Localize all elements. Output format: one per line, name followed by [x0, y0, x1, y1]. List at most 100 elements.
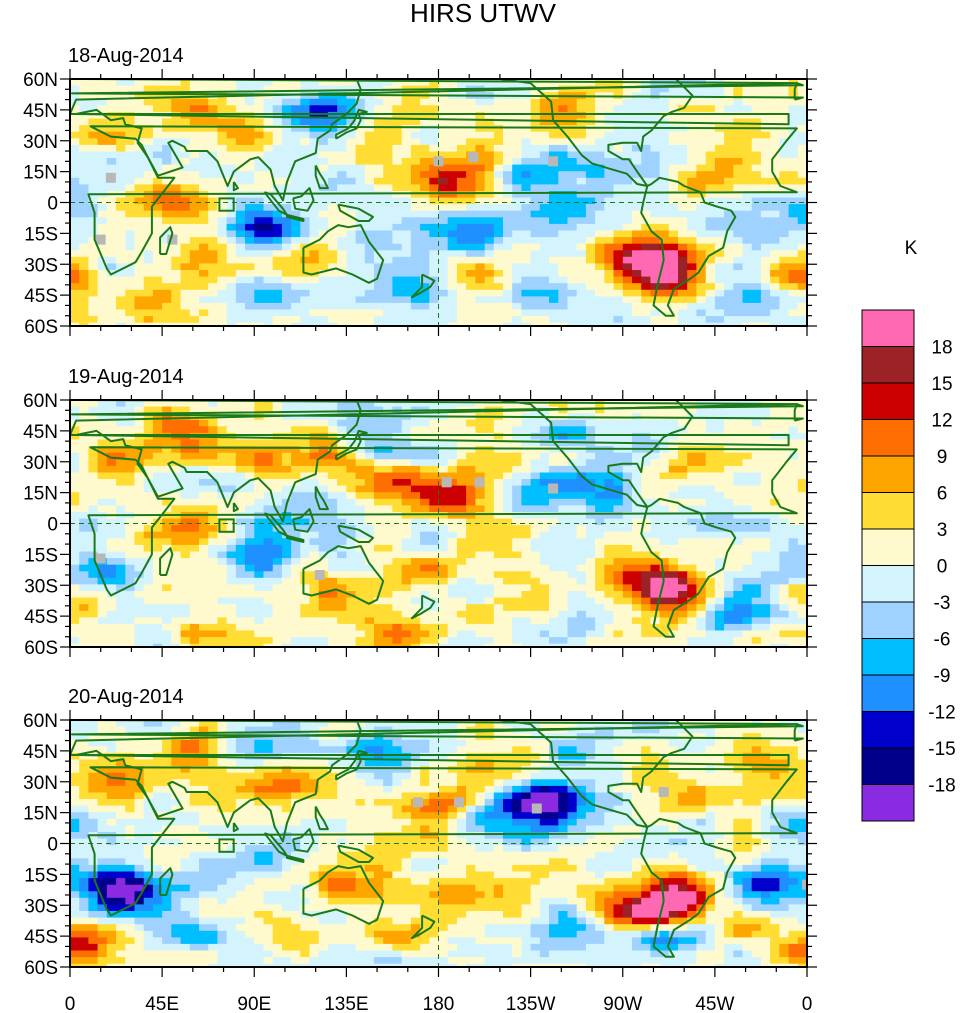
field-cell: [668, 309, 679, 317]
field-cell: [484, 217, 495, 225]
field-cell: [650, 505, 661, 513]
field-cell: [125, 498, 136, 506]
field-cell: [705, 256, 716, 264]
field-cell: [171, 465, 182, 474]
field-cell: [346, 164, 357, 172]
field-cell: [162, 459, 172, 467]
field-cell: [420, 105, 430, 113]
field-cell: [374, 98, 384, 106]
field-cell: [374, 223, 384, 232]
field-cell: [318, 439, 329, 447]
field-cell: [208, 283, 218, 291]
field-cell: [355, 177, 366, 185]
coastline: [71, 82, 804, 101]
field-cell: [650, 276, 661, 284]
field-cell: [724, 518, 734, 526]
field-cell: [125, 118, 136, 126]
field-cell: [116, 531, 126, 539]
field-cell: [272, 85, 283, 93]
field-cell: [576, 217, 587, 225]
field-cell: [383, 472, 393, 480]
field-cell: [171, 452, 182, 460]
field-cell: [714, 538, 725, 546]
field-cell: [687, 177, 697, 185]
field-cell: [797, 309, 807, 317]
field-cell: [401, 111, 412, 120]
field-cell: [189, 256, 200, 264]
field-cell: [162, 223, 172, 232]
field-cell: [724, 184, 734, 192]
field-cell: [272, 118, 283, 126]
field-cell: [475, 525, 486, 533]
field-cell: [235, 505, 246, 513]
field-cell: [733, 406, 744, 414]
field-cell: [576, 85, 587, 93]
field-cell: [438, 210, 449, 218]
field-cell: [291, 505, 301, 513]
field-cell: [493, 144, 504, 153]
field-cell: [797, 505, 807, 513]
field-cell: [668, 237, 679, 245]
field-cell: [770, 531, 780, 539]
field-cell: [410, 177, 421, 185]
field-cell: [309, 125, 320, 133]
field-cell: [70, 406, 80, 414]
field-cell: [401, 171, 412, 179]
field-cell: [254, 302, 265, 311]
field-cell: [171, 243, 182, 251]
field-cell: [254, 452, 265, 460]
field-cell: [585, 237, 596, 245]
field-cell: [613, 223, 624, 232]
field-cell: [484, 544, 495, 553]
field-cell: [558, 138, 569, 146]
field-cell: [530, 531, 541, 539]
field-cell: [475, 191, 486, 199]
field-cell: [309, 177, 320, 185]
field-cell: [217, 479, 228, 487]
field-cell: [595, 276, 605, 284]
field-cell: [604, 512, 615, 520]
field-cell: [549, 322, 559, 326]
field-cell: [217, 256, 228, 264]
field-cell: [226, 138, 237, 146]
field-cell: [281, 479, 292, 487]
field-cell: [696, 472, 707, 480]
field-cell: [558, 432, 569, 441]
field-cell: [659, 270, 670, 278]
field-cell: [797, 419, 807, 427]
field-cell: [770, 191, 780, 199]
field-cell: [622, 263, 633, 271]
field-cell: [245, 525, 255, 533]
field-cell: [226, 419, 237, 427]
field-cell: [770, 485, 780, 493]
field-cell: [585, 296, 596, 304]
field-cell: [410, 171, 421, 179]
field-cell: [687, 432, 697, 441]
field-cell: [742, 309, 753, 317]
field-cell: [374, 432, 384, 441]
field-cell: [696, 230, 707, 238]
field-cell: [337, 465, 347, 474]
field-cell: [318, 465, 329, 474]
field-cell: [152, 302, 163, 311]
field-cell: [226, 485, 237, 493]
field-cell: [558, 283, 569, 291]
field-cell: [97, 151, 108, 159]
field-cell: [281, 465, 292, 474]
field-cell: [97, 118, 108, 126]
field-cell: [760, 538, 771, 546]
field-cell: [235, 492, 246, 500]
field-cell: [125, 151, 136, 159]
field-cell: [346, 151, 357, 159]
field-cell: [355, 210, 366, 218]
field-cell: [318, 406, 329, 414]
field-cell: [604, 283, 615, 291]
field-cell: [456, 263, 467, 271]
field-cell: [245, 237, 255, 245]
field-cell: [549, 419, 559, 427]
field-cell: [364, 204, 375, 212]
field-cell: [143, 85, 154, 93]
field-cell: [576, 263, 587, 271]
field-cell: [125, 479, 136, 487]
field-cell: [668, 85, 679, 93]
